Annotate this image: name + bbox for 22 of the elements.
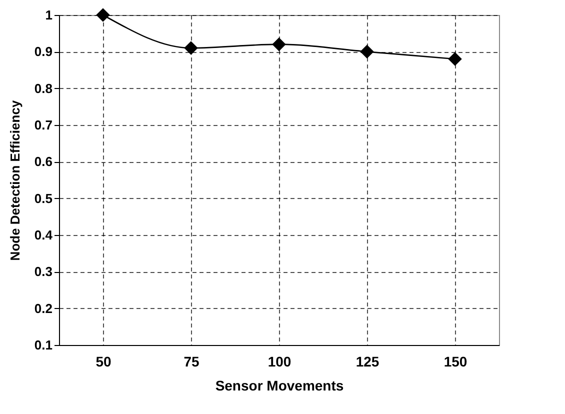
x-tick-label: 75 (184, 354, 200, 370)
x-tick-label: 100 (268, 354, 292, 370)
x-tick-label: 50 (96, 354, 112, 370)
point (96, 8, 110, 22)
y-tick-label: 0.2 (34, 300, 52, 316)
x-axis-title: Sensor Movements (215, 378, 344, 394)
x-tick-label: 150 (444, 354, 468, 370)
point (360, 44, 374, 59)
point (184, 41, 198, 55)
point (272, 37, 286, 52)
x-tick-label: 125 (356, 354, 380, 370)
y-tick-label: 0.6 (34, 154, 52, 170)
y-tick-label: 0.7 (34, 118, 52, 132)
y-tick-label: 0.1 (34, 338, 52, 352)
y-tick-label: 1 (45, 8, 52, 22)
y-tick-label: 0.8 (34, 80, 52, 96)
y-tick-label: 0.4 (34, 228, 54, 242)
y-tick-label: 0.5 (34, 190, 52, 206)
y-tick-label: 0.9 (34, 44, 52, 60)
y-axis-title: Node Detection Efficiency (7, 100, 22, 261)
point (448, 52, 462, 66)
y-tick-label: 0.3 (34, 264, 52, 280)
